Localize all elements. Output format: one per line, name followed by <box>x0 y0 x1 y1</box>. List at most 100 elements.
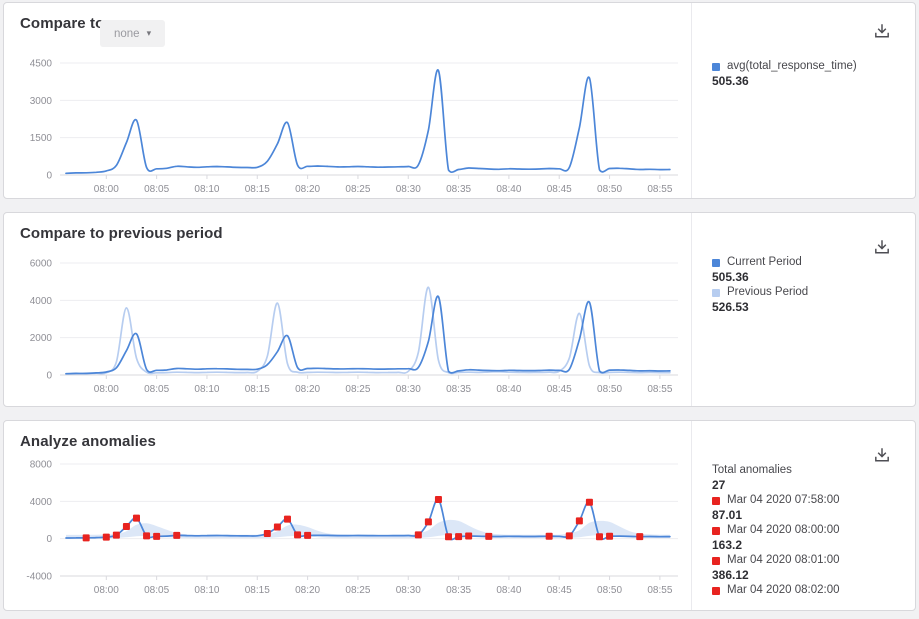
svg-text:08:35: 08:35 <box>446 184 471 195</box>
legend-item[interactable]: Mar 04 2020 08:00:00 <box>712 523 905 538</box>
legend-label: Previous Period <box>727 286 809 298</box>
svg-text:08:00: 08:00 <box>94 585 119 596</box>
panel-compare-to: Compare to none ▾ 0 1500 3000 4500 08:00 08:0… <box>3 2 916 199</box>
download-button[interactable] <box>871 237 893 259</box>
svg-text:08:50: 08:50 <box>597 384 622 395</box>
legend-label: avg(total_response_time) <box>727 60 857 72</box>
legend-label: Mar 04 2020 08:02:00 <box>727 584 840 596</box>
legend-swatch-icon <box>712 526 720 535</box>
legend-value: 87.01 <box>712 508 743 522</box>
legend-value: 505.36 <box>712 74 749 88</box>
chevron-down-icon: ▾ <box>146 28 152 38</box>
svg-text:0: 0 <box>46 371 52 382</box>
svg-text:08:05: 08:05 <box>144 585 169 596</box>
legend-value: 163.2 <box>712 538 743 552</box>
chart-canvas-anomalies[interactable]: -4000 0 4000 8000 08:00 08:05 08:10 08:15 08:20 0… <box>12 454 688 606</box>
legend-swatch-icon <box>712 288 720 297</box>
panel-title: Analyze anomalies <box>20 433 156 450</box>
series-line <box>65 286 671 375</box>
svg-text:08:30: 08:30 <box>396 585 421 596</box>
svg-text:08:10: 08:10 <box>194 585 219 596</box>
svg-text:0: 0 <box>46 171 52 182</box>
panel-title: Compare to <box>20 15 105 32</box>
chart-legend: Total anomalies 27 Mar 04 2020 07:58:00 87.… <box>712 463 905 598</box>
legend-label: Mar 04 2020 08:01:00 <box>727 554 840 566</box>
legend-label: Current Period <box>727 256 802 268</box>
grid-lines: -4000 0 4000 8000 <box>26 460 678 583</box>
panel-title: Compare to previous period <box>20 225 223 242</box>
svg-text:08:20: 08:20 <box>295 384 320 395</box>
svg-text:08:50: 08:50 <box>597 184 622 195</box>
svg-text:08:05: 08:05 <box>144 384 169 395</box>
legend-divider <box>691 213 692 406</box>
legend-item[interactable]: Previous Period <box>712 285 905 300</box>
legend-item[interactable]: avg(total_response_time) <box>712 59 905 74</box>
legend-value: 505.36 <box>712 270 749 284</box>
svg-text:1500: 1500 <box>30 133 53 144</box>
series-line <box>65 69 671 175</box>
download-icon <box>875 447 889 461</box>
panel-compare-previous-period: Compare to previous period 0 2000 4000 6000… <box>3 212 916 407</box>
legend-item[interactable]: Mar 04 2020 08:02:00 <box>712 583 905 598</box>
legend-swatch-icon <box>712 586 720 595</box>
svg-text:-4000: -4000 <box>26 572 52 583</box>
svg-text:08:00: 08:00 <box>94 184 119 195</box>
grid-lines: 0 2000 4000 6000 <box>30 259 678 382</box>
svg-text:08:10: 08:10 <box>194 184 219 195</box>
svg-text:08:10: 08:10 <box>194 384 219 395</box>
svg-text:08:05: 08:05 <box>144 184 169 195</box>
svg-text:08:15: 08:15 <box>245 585 270 596</box>
svg-text:4000: 4000 <box>30 296 53 307</box>
legend-divider <box>691 421 692 610</box>
anomaly-markers <box>82 495 644 542</box>
svg-text:6000: 6000 <box>30 259 53 270</box>
svg-text:08:45: 08:45 <box>547 184 572 195</box>
compare-to-dropdown[interactable]: none ▾ <box>100 20 166 47</box>
download-icon <box>875 239 889 253</box>
svg-text:08:15: 08:15 <box>245 184 270 195</box>
svg-text:4000: 4000 <box>30 497 53 508</box>
chart-legend: avg(total_response_time) 505.36 <box>712 59 905 89</box>
svg-text:08:45: 08:45 <box>547 585 572 596</box>
svg-text:0: 0 <box>46 534 52 545</box>
svg-text:08:55: 08:55 <box>647 585 672 596</box>
legend-value: 526.53 <box>712 300 749 314</box>
svg-text:08:15: 08:15 <box>245 384 270 395</box>
legend-divider <box>691 3 692 198</box>
legend-item[interactable]: Mar 04 2020 08:01:00 <box>712 553 905 568</box>
legend-swatch-icon <box>712 62 720 71</box>
svg-text:08:25: 08:25 <box>345 184 370 195</box>
legend-item[interactable]: Current Period <box>712 255 905 270</box>
svg-text:08:00: 08:00 <box>94 384 119 395</box>
svg-text:2000: 2000 <box>30 333 53 344</box>
svg-text:08:55: 08:55 <box>647 384 672 395</box>
panel-analyze-anomalies: Analyze anomalies -4000 0 4000 8000 08:00 08:… <box>3 420 916 611</box>
grid-lines: 0 1500 3000 4500 <box>30 59 678 182</box>
chart-legend: Current Period 505.36 Previous Period 526.5… <box>712 255 905 315</box>
svg-text:08:20: 08:20 <box>295 184 320 195</box>
svg-text:8000: 8000 <box>30 460 53 471</box>
x-axis: 08:00 08:05 08:10 08:15 08:20 08:25 08:30 08:35… <box>94 175 673 195</box>
legend-swatch-icon <box>712 258 720 267</box>
svg-text:4500: 4500 <box>30 59 53 70</box>
legend-item[interactable]: Total anomalies <box>712 463 905 478</box>
svg-text:08:20: 08:20 <box>295 585 320 596</box>
legend-swatch-icon <box>712 556 720 565</box>
legend-item[interactable]: Mar 04 2020 07:58:00 <box>712 493 905 508</box>
svg-text:08:30: 08:30 <box>396 384 421 395</box>
legend-label: Mar 04 2020 08:00:00 <box>727 524 840 536</box>
svg-text:3000: 3000 <box>30 96 53 107</box>
download-button[interactable] <box>871 21 893 43</box>
svg-text:08:55: 08:55 <box>647 184 672 195</box>
svg-text:08:30: 08:30 <box>396 184 421 195</box>
download-button[interactable] <box>871 445 893 467</box>
series-line <box>65 295 671 375</box>
chart-canvas-previous-period[interactable]: 0 2000 4000 6000 08:00 08:05 08:10 08:15 08:20 08… <box>12 253 688 405</box>
svg-text:08:40: 08:40 <box>496 184 521 195</box>
legend-swatch-icon <box>712 496 720 505</box>
svg-text:08:45: 08:45 <box>547 384 572 395</box>
x-axis: 08:00 08:05 08:10 08:15 08:20 08:25 08:30 08:35… <box>94 576 673 596</box>
svg-text:08:35: 08:35 <box>446 585 471 596</box>
chart-canvas-compare-to[interactable]: 0 1500 3000 4500 08:00 08:05 08:10 08:15 08:20 08… <box>12 53 688 205</box>
